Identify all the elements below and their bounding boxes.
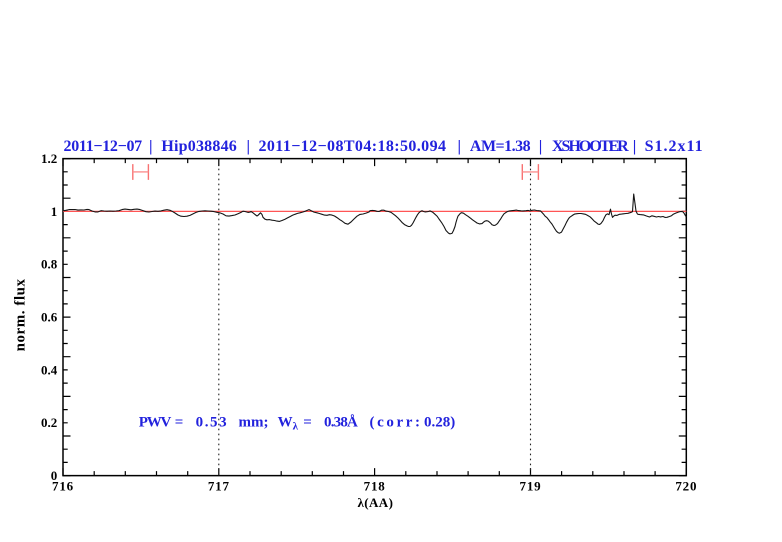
svg-text:0: 0 [51,468,58,483]
svg-text:0.6: 0.6 [41,310,58,325]
svg-text:2011−12−07|Hip038846|2011−12−0: 2011−12−07 | Hip038846 | 2011−12−08T04:18:50… [64,138,704,155]
svg-text:λ(AA): λ(AA) [357,495,393,510]
svg-text:0.8: 0.8 [41,257,58,272]
svg-text:718: 718 [364,479,386,494]
svg-text:norm. flux: norm. flux [13,278,29,351]
svg-text:0.4: 0.4 [41,362,58,377]
svg-text:716: 716 [52,479,74,494]
svg-text:1.2: 1.2 [41,151,57,166]
svg-text:717: 717 [208,479,230,494]
svg-text:0.2: 0.2 [41,415,57,430]
svg-text:720: 720 [675,479,697,494]
svg-text:1: 1 [51,204,58,219]
svg-text:719: 719 [520,479,542,494]
